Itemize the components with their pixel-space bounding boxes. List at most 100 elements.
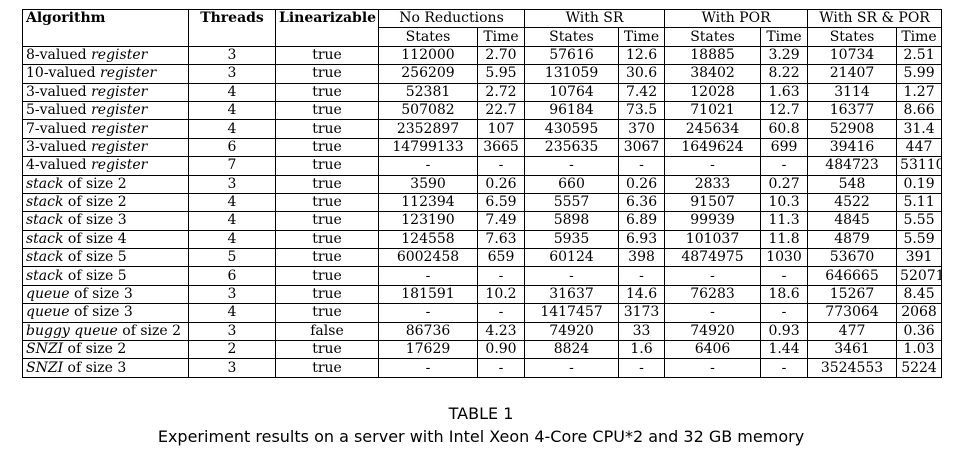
cell-threads: 4 [188,82,276,102]
cell-time: - [760,303,809,323]
cell-time: 33 [618,321,666,341]
cell-states: 5898 [524,211,620,231]
cell-time: 1.6 [618,340,666,359]
cell-time: 6.89 [618,211,666,231]
cell-states: - [378,266,478,286]
algorithm-prefix: 3-valued [26,138,92,155]
subheader-row: States Time States Time States Time Stat… [22,27,943,47]
cell-states: 5557 [524,192,620,212]
cell-algorithm: stack of size 2 [22,192,189,212]
algorithm-structure: stack [26,194,64,211]
cell-algorithm: stack of size 4 [22,229,189,249]
cell-states: 4522 [807,192,898,212]
algorithm-structure: register [100,65,157,82]
subheader-time: Time [760,27,809,47]
table-row: queue of size 3 3 true 181591 10.2 31637 14.6 7… [22,284,943,304]
cell-states: 12028 [664,82,762,102]
cell-threads: 6 [188,266,276,286]
cell-time: 0.26 [476,174,526,194]
cell-states: - [378,358,478,378]
cell-linearizable: true [275,119,379,139]
cell-states: 430595 [524,119,620,139]
header-group-sr: With SR [524,8,666,28]
cell-states: 17629 [378,340,478,359]
algorithm-suffix: of size 3 [69,286,133,303]
header-linearizable: Linearizable [275,8,379,28]
cell-states: 256209 [378,64,478,84]
cell-linearizable: true [275,100,379,120]
table-row: 5-valued register 4 true 507082 22.7 96184 73.… [22,100,943,120]
table-row: 7-valued register 4 true 2352897 107 430595 37… [22,119,943,139]
cell-time: - [618,156,666,176]
algorithm-structure: register [91,120,148,137]
cell-time: - [618,358,666,378]
cell-time: - [760,358,809,378]
cell-algorithm: queue of size 3 [22,303,189,323]
cell-states: 773064 [807,303,898,323]
cell-states: 4879 [807,229,898,249]
cell-states: 3114 [807,82,898,102]
cell-states: 477 [807,321,898,341]
cell-time: 699 [760,137,809,157]
cell-states: 52381 [378,82,478,102]
cell-time: 8.66 [896,100,943,120]
cell-time: 3173 [618,303,666,323]
cell-time: 73.5 [618,100,666,120]
cell-time: 2.72 [476,82,526,102]
subheader-states: States [664,27,762,47]
cell-linearizable: true [275,137,379,157]
table-row: SNZI of size 2 2 true 17629 0.90 8824 1.6 6406 1… [22,340,943,359]
algorithm-structure: SNZI [26,359,64,376]
subheader-time: Time [618,27,666,47]
cell-time: 1.03 [896,340,943,359]
cell-states: 235635 [524,137,620,157]
cell-algorithm: SNZI of size 3 [22,358,189,378]
cell-time: 6.36 [618,192,666,212]
cell-time: 3.29 [760,45,809,65]
cell-time: 3067 [618,137,666,157]
cell-time: 1.63 [760,82,809,102]
cell-algorithm: 3-valued register [22,82,189,102]
cell-time: 7.63 [476,229,526,249]
algorithm-prefix: 8-valued [26,46,92,63]
cell-threads: 7 [188,156,276,176]
cell-algorithm: stack of size 5 [22,248,189,267]
cell-states: - [524,266,620,286]
table-row: 3-valued register 4 true 52381 2.72 10764 7.42… [22,82,943,102]
cell-states: - [664,156,762,176]
table-row: queue of size 3 4 true - -1417457 3173- -77306… [22,303,943,323]
cell-time: 5.95 [476,64,526,84]
cell-states: 6406 [664,340,762,359]
cell-linearizable: true [275,248,379,267]
cell-states: - [664,303,762,323]
table-body: 8-valued register 3 true 112000 2.70 57616 12.… [22,45,943,378]
cell-algorithm: 3-valued register [22,137,189,157]
cell-linearizable: true [275,82,379,102]
cell-time: 5224 [896,358,943,378]
algorithm-structure: register [91,157,148,174]
table-row: stack of size 2 4 true 112394 6.59 5557 6.36 91… [22,192,943,212]
algorithm-structure: register [91,46,148,63]
subheader-time: Time [896,27,943,47]
header-group-por: With POR [664,8,809,28]
table-row: SNZI of size 3 3 true - - - - - -3524553 5224 [22,358,943,378]
cell-threads: 3 [188,284,276,304]
cell-threads: 3 [188,174,276,194]
subheader-states: States [524,27,620,47]
cell-states: 646665 [807,266,898,286]
cell-states: - [378,303,478,323]
table-row: stack of size 5 5 true 6002458 659 60124 398 48… [22,248,943,267]
algorithm-structure: SNZI [26,341,64,358]
cell-threads: 3 [188,358,276,378]
cell-threads: 4 [188,303,276,323]
cell-states: 52908 [807,119,898,139]
cell-time: 370 [618,119,666,139]
cell-states: 15267 [807,284,898,304]
cell-time: 12.6 [618,45,666,65]
cell-states: 484723 [807,156,898,176]
cell-states: 74920 [664,321,762,341]
cell-time: 7.42 [618,82,666,102]
cell-time: - [760,156,809,176]
cell-time: 2.70 [476,45,526,65]
cell-time: 0.93 [760,321,809,341]
